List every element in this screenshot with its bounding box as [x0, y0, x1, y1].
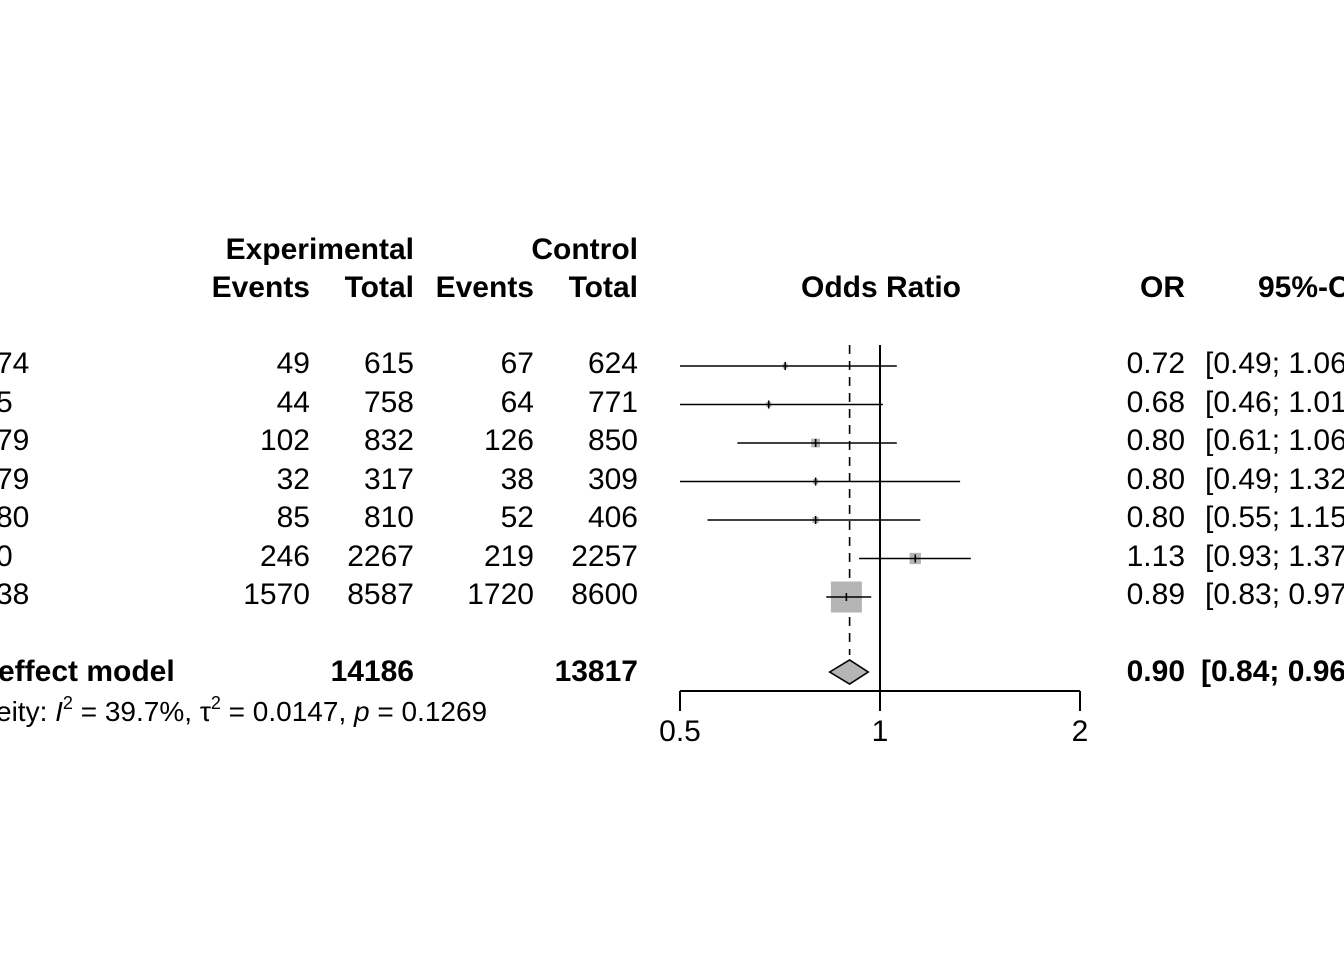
x-axis-tick-label: 1 [872, 715, 889, 748]
experimental-total-header: Total [344, 271, 414, 304]
control-events: 38 [500, 462, 534, 496]
study-or: 0.80 [1126, 424, 1185, 457]
experimental-events: 32 [276, 462, 310, 496]
control-events: 1720 [467, 578, 534, 611]
control-total: 2257 [571, 539, 638, 573]
tau-squared-symbol: τ [199, 696, 211, 727]
study-or: 0.80 [1126, 462, 1185, 496]
or-header: OR [1140, 271, 1185, 304]
study-label: 80 [0, 501, 30, 534]
control-events: 219 [483, 539, 534, 573]
summary-or: 0.90 [1126, 655, 1185, 688]
study-label: 0 [0, 539, 13, 573]
experimental-events: 85 [276, 501, 310, 534]
study-ci: [0.55; 1.15 [1205, 501, 1344, 534]
x-axis-tick-label: 2 [1072, 715, 1089, 748]
summary-diamond [828, 659, 870, 685]
study-label: 74 [0, 347, 30, 380]
experimental-total: 317 [363, 462, 414, 496]
study-or: 0.72 [1126, 347, 1185, 380]
heterogeneity-statistics: eity: I2 = 39.7%, τ2 = 0.0147, p = 0.126… [0, 693, 488, 732]
study-label: 38 [0, 578, 30, 611]
experimental-events: 102 [259, 424, 310, 457]
heterogeneity-prefix: eity: [0, 696, 56, 727]
summary-control-total: 13817 [554, 655, 638, 688]
control-events-header: Events [435, 271, 534, 304]
experimental-total: 2267 [347, 539, 414, 573]
i-squared-value: = 39.7%, [72, 696, 200, 727]
control-events: 126 [483, 424, 534, 457]
experimental-total: 832 [363, 424, 414, 457]
experimental-events-header: Events [211, 271, 310, 304]
control-events: 67 [500, 347, 534, 380]
ci-header: 95%-C [1258, 271, 1344, 304]
study-or: 0.68 [1126, 385, 1185, 419]
study-or: 0.80 [1126, 501, 1185, 534]
study-ci: [0.46; 1.01 [1205, 385, 1344, 419]
summary-label: effect model [0, 655, 175, 688]
experimental-events: 1570 [243, 578, 310, 611]
summary-ci: [0.84; 0.96 [1201, 655, 1344, 688]
p-value-value: = 0.1269 [369, 696, 488, 727]
odds-ratio-header: Odds Ratio [800, 271, 961, 304]
control-total: 771 [587, 385, 638, 419]
i-squared-symbol: I [55, 696, 63, 727]
control-header: Control [531, 233, 638, 266]
experimental-total: 810 [363, 501, 414, 534]
control-total-header: Total [568, 271, 638, 304]
study-label: 79 [0, 424, 30, 457]
study-label: 5 [0, 385, 13, 419]
study-label: 79 [0, 462, 30, 496]
study-ci: [0.49; 1.06 [1205, 347, 1344, 380]
study-ci: [0.49; 1.32 [1205, 462, 1344, 496]
study-ci: [0.83; 0.97 [1205, 578, 1344, 611]
control-events: 64 [500, 385, 534, 419]
control-events: 52 [500, 501, 534, 534]
tau-squared-value: = 0.0147, [220, 696, 354, 727]
experimental-events: 49 [276, 347, 310, 380]
control-total: 8600 [571, 578, 638, 611]
study-or: 0.89 [1126, 578, 1185, 611]
study-or: 1.13 [1126, 539, 1185, 573]
control-total: 406 [587, 501, 638, 534]
experimental-header: Experimental [225, 233, 414, 266]
tau-squared-exponent: 2 [210, 693, 221, 713]
experimental-events: 44 [276, 385, 310, 419]
control-total: 309 [587, 462, 638, 496]
experimental-total: 8587 [347, 578, 414, 611]
p-value-symbol: p [354, 696, 370, 727]
study-ci: [0.93; 1.37 [1205, 539, 1344, 573]
control-total: 850 [587, 424, 638, 457]
experimental-total: 758 [363, 385, 414, 419]
experimental-total: 615 [363, 347, 414, 380]
experimental-events: 246 [259, 539, 310, 573]
summary-experimental-total: 14186 [330, 655, 414, 688]
control-total: 624 [587, 347, 638, 380]
i-squared-exponent: 2 [62, 693, 73, 713]
x-axis-tick-label: 0.5 [659, 715, 701, 748]
study-ci: [0.61; 1.06 [1205, 424, 1344, 457]
